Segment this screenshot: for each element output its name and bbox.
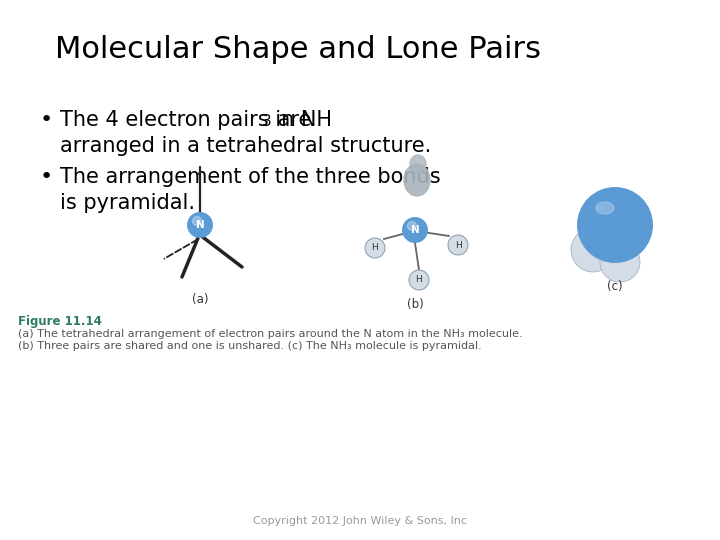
Circle shape	[448, 235, 468, 255]
Text: H: H	[372, 244, 379, 253]
Text: (a) The tetrahedral arrangement of electron pairs around the N atom in the NH₃ m: (a) The tetrahedral arrangement of elect…	[18, 329, 523, 339]
Text: (a): (a)	[192, 293, 208, 306]
Ellipse shape	[596, 202, 614, 214]
Text: The arrangement of the three bonds: The arrangement of the three bonds	[60, 167, 441, 187]
Text: •: •	[40, 110, 53, 130]
Circle shape	[187, 212, 213, 238]
Circle shape	[571, 228, 615, 272]
Text: arranged in a tetrahedral structure.: arranged in a tetrahedral structure.	[60, 136, 431, 156]
Text: (c): (c)	[607, 280, 623, 293]
Circle shape	[409, 270, 429, 290]
Circle shape	[408, 221, 417, 231]
Circle shape	[402, 217, 428, 243]
Text: are: are	[271, 110, 311, 130]
Text: H: H	[454, 240, 462, 249]
Text: The 4 electron pairs in NH: The 4 electron pairs in NH	[60, 110, 332, 130]
Ellipse shape	[404, 164, 430, 196]
Circle shape	[365, 238, 385, 258]
Text: is pyramidal.: is pyramidal.	[60, 193, 195, 213]
Ellipse shape	[410, 155, 426, 173]
Text: Figure 11.14: Figure 11.14	[18, 315, 102, 328]
Circle shape	[577, 187, 653, 263]
Circle shape	[192, 217, 202, 226]
Text: Copyright 2012 John Wiley & Sons, Inc: Copyright 2012 John Wiley & Sons, Inc	[253, 516, 467, 526]
Circle shape	[600, 242, 640, 282]
Text: (b) Three pairs are shared and one is unshared. (c) The NH₃ molecule is pyramida: (b) Three pairs are shared and one is un…	[18, 341, 482, 351]
Text: N: N	[196, 220, 204, 230]
Text: H: H	[415, 275, 423, 285]
Text: N: N	[410, 225, 419, 235]
Text: Molecular Shape and Lone Pairs: Molecular Shape and Lone Pairs	[55, 35, 541, 64]
Text: 3: 3	[262, 114, 271, 129]
Text: (b): (b)	[407, 298, 423, 311]
Text: •: •	[40, 167, 53, 187]
